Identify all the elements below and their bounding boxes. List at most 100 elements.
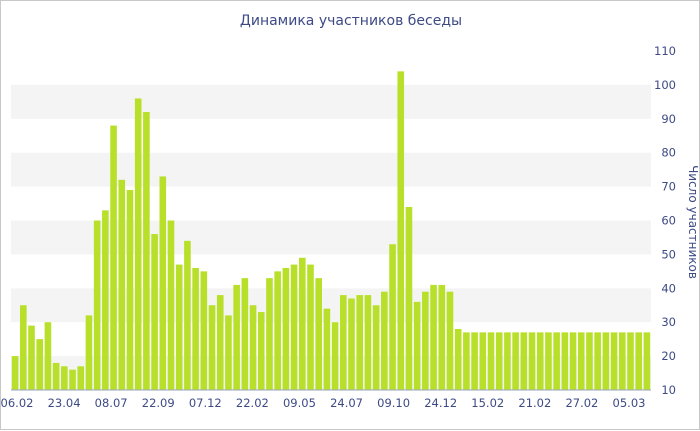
bar [463, 332, 470, 390]
bar [618, 332, 626, 390]
grid-band [11, 288, 651, 323]
y-tick-label: 60 [661, 214, 676, 228]
bar [372, 305, 380, 390]
bar [495, 332, 503, 390]
bar [438, 284, 446, 390]
x-tick-label: 22.09 [142, 396, 175, 410]
bar [520, 332, 528, 390]
chart-title: Динамика участников беседы [239, 13, 463, 29]
x-tick-label: 22.02 [236, 396, 269, 410]
y-tick-label: 50 [661, 247, 676, 261]
x-tick-label: 05.03 [613, 396, 646, 410]
bar [331, 322, 339, 390]
x-tick-label: 21.02 [518, 396, 551, 410]
y-tick-label: 30 [661, 315, 676, 329]
bar [643, 332, 651, 390]
y-tick-label: 40 [661, 281, 676, 295]
bar [61, 366, 68, 390]
x-tick-label: 09.05 [283, 396, 316, 410]
bar [175, 264, 183, 390]
bar [85, 315, 93, 390]
bar [397, 71, 405, 390]
bar [290, 264, 298, 390]
bar [192, 267, 199, 390]
bar [52, 362, 60, 390]
bar [266, 278, 273, 390]
bar [340, 295, 347, 390]
bar [134, 98, 142, 391]
y-tick-labels: 10 20 30 40 50 60 70 80 90 100 110 [654, 44, 676, 397]
bar [282, 267, 290, 390]
bar [110, 125, 117, 390]
bar [241, 278, 249, 390]
bar [233, 284, 240, 390]
bar [536, 332, 544, 390]
bar [69, 369, 76, 390]
bar [257, 312, 265, 390]
bar [430, 284, 437, 390]
y-tick-label: 10 [661, 383, 676, 397]
bar [118, 179, 126, 390]
bar [627, 332, 634, 390]
grid-band [11, 152, 651, 187]
bar [126, 189, 134, 390]
bar [364, 295, 372, 390]
x-tick-label: 08.07 [95, 396, 128, 410]
bar [28, 325, 35, 390]
y-tick-label: 90 [661, 112, 676, 126]
bar [602, 332, 610, 390]
bar [389, 244, 396, 390]
bar [249, 305, 257, 390]
y-tick-label: 80 [661, 146, 676, 160]
bar [36, 339, 44, 390]
bar [159, 176, 167, 390]
x-tick-label: 27.02 [565, 396, 598, 410]
bar [323, 308, 331, 390]
bar [11, 356, 19, 390]
bars [11, 71, 651, 391]
bar [528, 332, 536, 390]
x-tick-label: 24.12 [424, 396, 457, 410]
bar [208, 305, 216, 390]
bar [298, 257, 306, 390]
bar [200, 271, 208, 390]
bar [512, 332, 519, 390]
bar [635, 332, 642, 390]
bar [561, 332, 569, 390]
grid-band [11, 84, 651, 119]
bar [167, 220, 175, 390]
y-tick-label: 100 [654, 78, 676, 92]
bar [454, 328, 462, 390]
bar [184, 240, 191, 390]
bar [93, 220, 101, 390]
bar [569, 332, 577, 390]
bar [307, 264, 314, 390]
bar [586, 332, 593, 390]
y-tick-label: 70 [661, 180, 676, 194]
bar [413, 301, 421, 390]
bar [216, 295, 224, 390]
bar [577, 332, 585, 390]
bar [446, 291, 454, 390]
bar [143, 112, 150, 391]
bar [348, 298, 355, 390]
bar [151, 234, 158, 390]
bar [422, 291, 429, 390]
x-tick-label: 24.07 [330, 396, 363, 410]
bar [487, 332, 495, 390]
grid-band [11, 356, 651, 390]
x-tick-label: 15.02 [471, 396, 504, 410]
bar [356, 295, 364, 390]
grid-bands [11, 84, 651, 390]
bar [553, 332, 560, 390]
bar [20, 305, 27, 390]
x-tick-label: 06.02 [1, 396, 33, 410]
x-tick-labels: 06.02 23.04 08.07 22.09 07.12 22.02 09.05 24.07… [1, 396, 645, 410]
y-axis-label: Число участников [686, 165, 700, 279]
bar [479, 332, 487, 390]
x-tick-label: 09.10 [377, 396, 410, 410]
bar [77, 366, 85, 390]
x-tick-label: 07.12 [189, 396, 222, 410]
